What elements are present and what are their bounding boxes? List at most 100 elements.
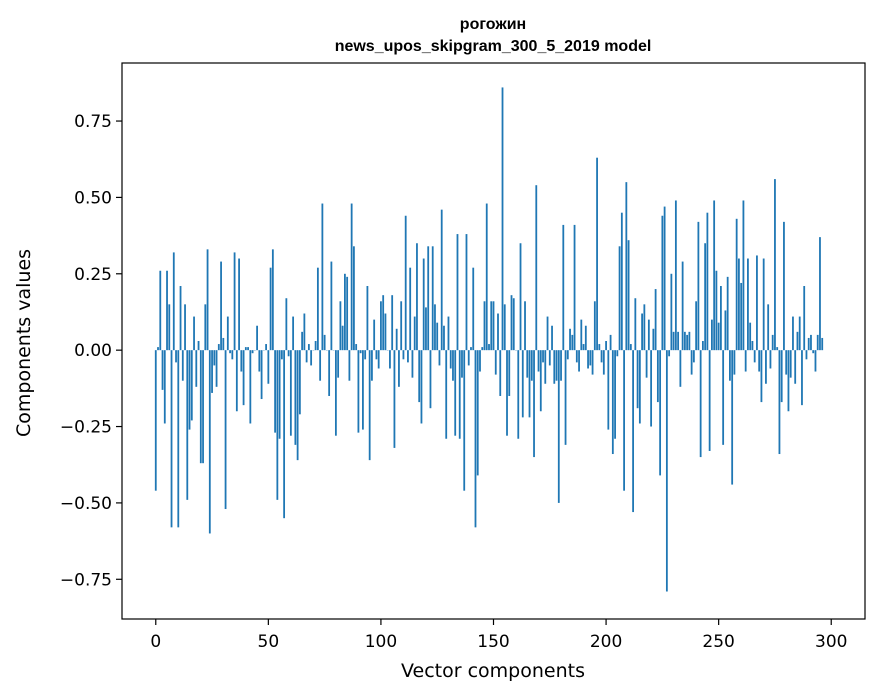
bar [774, 179, 776, 351]
bar [154, 350, 157, 491]
bar [344, 273, 346, 351]
bar [643, 304, 646, 351]
bar [503, 304, 506, 351]
bar [355, 344, 358, 351]
bar [562, 224, 565, 351]
bar [256, 325, 258, 351]
bar [611, 350, 614, 455]
bar [756, 255, 758, 351]
bar [553, 350, 556, 384]
bar [303, 313, 306, 351]
bar [458, 350, 461, 439]
bar [580, 319, 583, 351]
bar [479, 350, 481, 372]
bar [314, 341, 317, 351]
bar [265, 344, 267, 351]
bar [524, 301, 526, 351]
bar [330, 261, 333, 351]
bar [751, 341, 754, 351]
bar [654, 289, 657, 351]
bar [296, 350, 299, 461]
bar [186, 350, 189, 500]
bar [267, 350, 270, 384]
bar [697, 221, 700, 351]
bar [785, 350, 788, 375]
bar [636, 350, 639, 409]
bar [456, 234, 459, 351]
bar [298, 350, 301, 415]
y-tick-label: 0.00 [74, 341, 112, 361]
bar [425, 307, 427, 351]
bar [197, 341, 200, 351]
bar [780, 350, 783, 403]
bar [602, 350, 605, 375]
bar [184, 304, 186, 351]
bar [600, 350, 603, 363]
bar [474, 350, 477, 528]
bar [652, 328, 655, 351]
bar [701, 341, 704, 351]
bar [161, 350, 164, 390]
bar [258, 350, 261, 372]
x-tick-label: 50 [258, 632, 280, 652]
bar [492, 301, 495, 351]
bar [720, 286, 722, 351]
bar [735, 218, 738, 351]
bar [760, 350, 763, 403]
bar [157, 347, 159, 351]
bar [620, 212, 623, 351]
y-tick-label: 0.75 [74, 112, 112, 132]
bar [632, 350, 634, 513]
bar [722, 350, 725, 445]
bar [674, 200, 677, 351]
bar [481, 347, 484, 351]
bar [280, 350, 283, 360]
bar [269, 267, 272, 351]
bar [170, 350, 173, 528]
bar [222, 337, 225, 351]
bar [380, 301, 382, 351]
bar [249, 350, 252, 424]
bar [443, 325, 445, 351]
bar [801, 350, 803, 406]
bar [695, 301, 698, 351]
bar [202, 350, 204, 464]
bar [670, 273, 673, 351]
bar [247, 347, 249, 351]
bar [242, 350, 245, 406]
bar [661, 215, 664, 351]
y-tick-label: 0.50 [74, 188, 112, 208]
bar [789, 350, 792, 378]
bar [537, 350, 540, 372]
bar [323, 334, 326, 351]
bar [368, 350, 371, 461]
bar [384, 313, 387, 351]
bar [699, 350, 702, 458]
bar [607, 350, 610, 430]
bar [193, 316, 195, 351]
bar [688, 331, 691, 351]
bar [319, 350, 322, 381]
bar [413, 316, 416, 351]
x-tick-label: 100 [365, 632, 397, 652]
bar [211, 350, 213, 393]
bar [429, 350, 432, 409]
bar [375, 350, 378, 360]
bar [692, 350, 695, 363]
bar [220, 261, 222, 351]
y-axis-label: Components values [13, 249, 35, 437]
bar [224, 350, 227, 510]
bar [251, 350, 254, 354]
bar [508, 350, 511, 396]
bar [301, 331, 304, 351]
bar [814, 350, 817, 372]
bar [359, 350, 362, 354]
bar [472, 267, 475, 351]
x-tick-label: 200 [590, 632, 622, 652]
bar [805, 350, 808, 360]
bar [449, 350, 452, 369]
bar [427, 246, 430, 351]
bar [217, 344, 220, 351]
bar [393, 350, 396, 448]
